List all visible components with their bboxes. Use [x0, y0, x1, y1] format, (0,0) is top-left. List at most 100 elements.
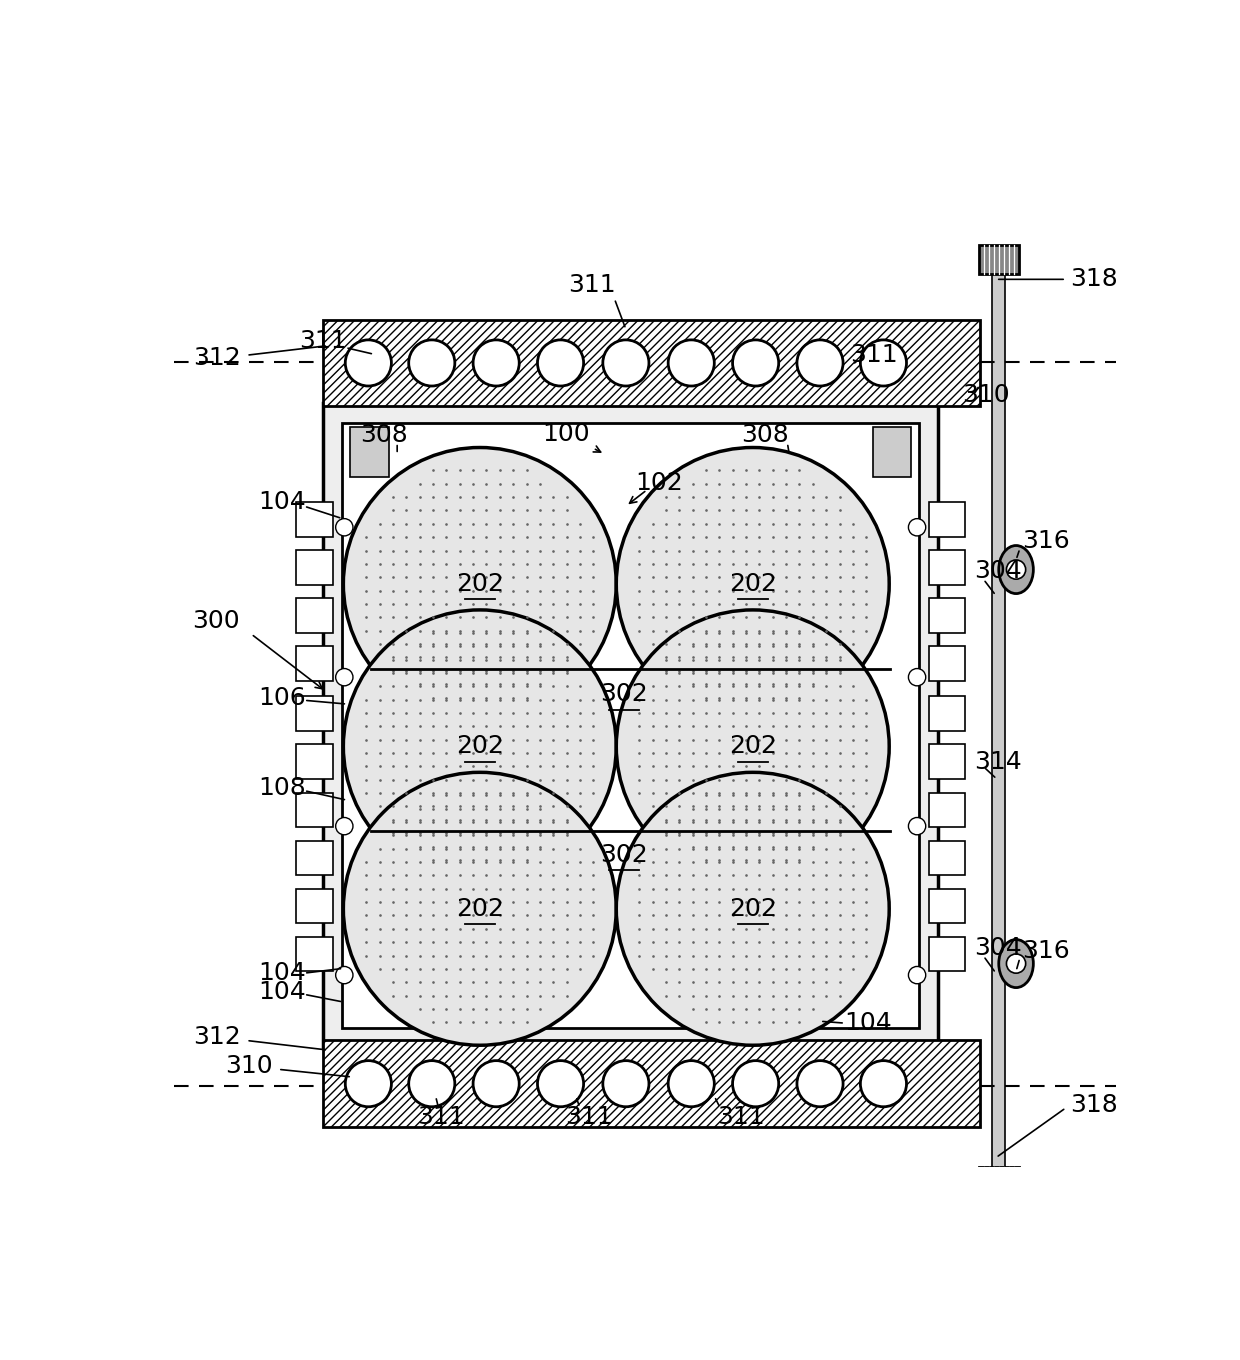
Text: 104: 104	[258, 962, 306, 985]
Circle shape	[345, 340, 392, 386]
Circle shape	[537, 340, 584, 386]
Circle shape	[474, 340, 520, 386]
Circle shape	[345, 1061, 392, 1107]
Circle shape	[616, 609, 889, 883]
Circle shape	[733, 340, 779, 386]
Text: 312: 312	[193, 347, 242, 370]
Circle shape	[616, 772, 889, 1046]
Text: 311: 311	[568, 273, 616, 296]
Circle shape	[909, 967, 926, 983]
Text: 311: 311	[565, 1106, 614, 1129]
Bar	[929, 551, 965, 585]
Circle shape	[668, 340, 714, 386]
Bar	[324, 1040, 980, 1127]
Text: 300: 300	[192, 609, 239, 634]
Bar	[992, 272, 1006, 1170]
Circle shape	[537, 1061, 584, 1107]
Bar	[296, 888, 332, 923]
Text: 304: 304	[973, 936, 1022, 960]
Text: 316: 316	[1022, 529, 1070, 552]
Text: 104: 104	[258, 491, 306, 514]
Circle shape	[616, 447, 889, 721]
Text: 108: 108	[258, 775, 306, 800]
Circle shape	[797, 340, 843, 386]
Text: 202: 202	[729, 573, 776, 596]
Text: 311: 311	[849, 343, 898, 367]
Bar	[342, 423, 919, 1028]
Text: 202: 202	[456, 734, 503, 759]
Circle shape	[603, 1061, 649, 1107]
Text: 310: 310	[226, 1054, 273, 1078]
Bar	[929, 793, 965, 827]
Text: 311: 311	[718, 1106, 765, 1129]
Circle shape	[474, 1061, 520, 1107]
Text: 314: 314	[973, 749, 1022, 774]
Text: 100: 100	[542, 422, 600, 452]
Circle shape	[336, 669, 353, 685]
Circle shape	[409, 340, 455, 386]
Circle shape	[909, 817, 926, 835]
Text: 308: 308	[742, 423, 789, 447]
Text: 318: 318	[1070, 1093, 1117, 1117]
Text: 302: 302	[600, 843, 647, 866]
Circle shape	[409, 1061, 455, 1107]
Text: 316: 316	[1022, 938, 1070, 963]
Bar	[929, 598, 965, 632]
Bar	[929, 502, 965, 537]
Text: 202: 202	[729, 896, 776, 921]
Text: 202: 202	[456, 896, 503, 921]
Bar	[296, 840, 332, 874]
Bar	[296, 696, 332, 732]
Ellipse shape	[998, 545, 1033, 593]
Bar	[296, 646, 332, 681]
Circle shape	[861, 1061, 906, 1107]
Text: 318: 318	[1070, 268, 1117, 291]
Bar	[350, 427, 388, 477]
Bar	[324, 404, 939, 1047]
Ellipse shape	[998, 940, 1033, 987]
Circle shape	[909, 518, 926, 536]
Bar	[296, 793, 332, 827]
Text: 304: 304	[973, 559, 1022, 583]
Text: 202: 202	[456, 573, 503, 596]
Circle shape	[733, 1061, 779, 1107]
Circle shape	[861, 340, 906, 386]
Circle shape	[336, 817, 353, 835]
Bar	[296, 551, 332, 585]
Bar	[929, 696, 965, 732]
Text: 308: 308	[360, 423, 408, 447]
Circle shape	[1007, 560, 1025, 579]
Bar	[873, 427, 911, 477]
Text: 311: 311	[299, 329, 347, 352]
Text: 302: 302	[600, 683, 647, 706]
Circle shape	[909, 669, 926, 685]
Circle shape	[343, 609, 616, 883]
Circle shape	[343, 772, 616, 1046]
Circle shape	[603, 340, 649, 386]
Circle shape	[336, 518, 353, 536]
Text: 104: 104	[258, 981, 306, 1005]
Text: 312: 312	[193, 1024, 242, 1049]
Circle shape	[336, 967, 353, 983]
Circle shape	[797, 1061, 843, 1107]
Text: 102: 102	[636, 471, 683, 495]
Circle shape	[1007, 953, 1025, 974]
Text: 104: 104	[844, 1010, 892, 1035]
Circle shape	[343, 447, 616, 721]
Bar	[324, 320, 980, 407]
Bar	[296, 937, 332, 971]
Bar	[978, 1167, 1019, 1197]
Circle shape	[668, 1061, 714, 1107]
Bar	[296, 598, 332, 632]
Bar	[296, 744, 332, 779]
Bar	[929, 744, 965, 779]
Bar	[929, 937, 965, 971]
Bar	[978, 245, 1019, 273]
Bar	[296, 502, 332, 537]
Text: 311: 311	[418, 1106, 465, 1129]
Bar	[929, 840, 965, 874]
Text: 106: 106	[258, 687, 306, 710]
Bar	[929, 888, 965, 923]
Bar	[929, 646, 965, 681]
Text: 202: 202	[729, 734, 776, 759]
